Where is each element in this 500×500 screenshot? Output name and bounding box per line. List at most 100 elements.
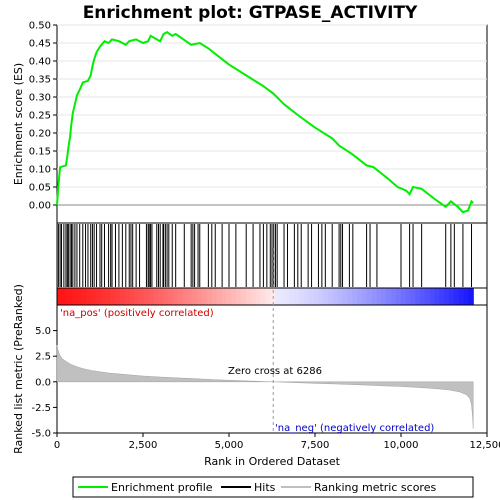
zero-cross-label: Zero cross at 6286 <box>228 366 322 377</box>
color-bar-segment <box>415 288 421 305</box>
color-bar-segment <box>303 288 310 305</box>
x-tick-label: 12,500 <box>470 440 500 451</box>
color-bar-segment <box>468 288 474 305</box>
metric-y-axis-label: Ranked list metric (PreRanked) <box>12 284 25 454</box>
color-bar-segment <box>153 288 160 305</box>
metric-y-tick-label: -2.5 <box>31 403 51 414</box>
metric-y-tick-label: 2.5 <box>35 352 51 363</box>
color-bar-segment <box>207 288 213 305</box>
color-bar-segment <box>129 288 136 305</box>
color-bar-segment <box>352 288 358 305</box>
color-bar-segment <box>381 288 387 305</box>
color-bar-segment <box>250 288 257 305</box>
color-bar-segment <box>260 288 266 305</box>
color-bar-segment <box>284 288 290 305</box>
color-bar-segment <box>361 288 368 305</box>
metric-y-tick-label: -5.0 <box>31 429 51 440</box>
ranking-metric-area <box>56 344 474 429</box>
color-bar-segment <box>395 288 402 305</box>
color-bar-segment <box>444 288 450 305</box>
metric-panel-frame <box>56 304 488 434</box>
color-bar-segment <box>299 288 305 305</box>
color-bar-segment <box>265 288 271 305</box>
rank-color-bar <box>57 288 474 305</box>
color-bar-segment <box>342 288 348 305</box>
color-bar-segment <box>178 288 184 305</box>
x-axis: 0 2,500 5,000 7,500 10,000 12,500 <box>54 433 500 451</box>
es-y-tick-label: 0.45 <box>29 39 51 50</box>
color-bar-segment <box>434 288 440 305</box>
es-y-axis-label: Enrichment score (ES) <box>12 63 25 185</box>
color-bar-segment <box>57 288 63 305</box>
color-bar-segment <box>289 288 295 305</box>
color-bar-segment <box>115 288 121 305</box>
color-bar-segment <box>148 288 155 305</box>
es-y-tick-label: 0.25 <box>29 111 51 122</box>
color-bar-segment <box>168 288 174 305</box>
es-y-tick-label: 0.00 <box>29 201 51 212</box>
color-bar-segment <box>240 288 247 305</box>
es-y-tick-label: 0.20 <box>29 129 51 140</box>
color-bar-segment <box>124 288 131 305</box>
x-tick-label: 0 <box>54 440 60 451</box>
color-bar-segment <box>410 288 416 305</box>
color-bar-segment <box>429 288 436 305</box>
color-bar-segment <box>71 288 77 305</box>
color-bar-segment <box>390 288 397 305</box>
es-y-tick-label: 0.05 <box>29 183 51 194</box>
color-bar-segment <box>366 288 373 305</box>
color-bar-segment <box>86 288 92 305</box>
legend-label-enrichment-profile: Enrichment profile <box>111 481 213 494</box>
color-bar-segment <box>269 288 276 305</box>
x-axis-label: Rank in Ordered Dataset <box>204 455 341 468</box>
color-bar-segment <box>81 288 87 305</box>
es-y-tick-label: 0.35 <box>29 75 51 86</box>
color-bar-segment <box>163 288 169 305</box>
color-bar-segment <box>134 288 140 305</box>
color-bar-segment <box>347 288 353 305</box>
legend-label-ranking-metric: Ranking metric scores <box>314 481 436 494</box>
hits-markers <box>57 224 473 287</box>
metric-y-axis: -5.0 -2.5 0.0 2.5 5.0 <box>31 326 57 440</box>
color-bar-segment <box>386 288 392 305</box>
color-bar-segment <box>313 288 319 305</box>
metric-y-tick-label: 5.0 <box>35 326 51 337</box>
es-panel-frame <box>56 24 488 224</box>
color-bar-segment <box>236 288 242 305</box>
es-y-tick-label: 0.50 <box>29 21 51 32</box>
x-tick-label: 7,500 <box>301 440 330 451</box>
color-bar-segment <box>449 288 455 305</box>
color-bar-segment <box>405 288 411 305</box>
color-bar-segment <box>439 288 445 305</box>
neg-correlated-label: 'na_neg' (negatively correlated) <box>275 423 434 434</box>
color-bar-segment <box>357 288 363 305</box>
color-bar-segment <box>226 288 232 305</box>
legend-label-hits: Hits <box>254 481 276 494</box>
color-bar-segment <box>61 288 68 305</box>
color-bar-segment <box>274 288 281 305</box>
color-bar-segment <box>371 288 378 305</box>
color-bar-segment <box>105 288 111 305</box>
color-bar-segment <box>216 288 223 305</box>
color-bar-segment <box>202 288 208 305</box>
es-y-tick-label: 0.40 <box>29 57 51 68</box>
es-y-axis: 0.00 0.05 0.10 0.15 0.20 0.25 0.30 0.35 0.40 0.45… <box>29 21 57 212</box>
metric-y-tick-label: 0.0 <box>35 377 51 388</box>
color-bar-segment <box>187 288 194 305</box>
color-bar-segment <box>182 288 189 305</box>
x-tick-label: 10,000 <box>384 440 419 451</box>
color-bar-segment <box>90 288 97 305</box>
color-bar-segment <box>231 288 237 305</box>
color-bar-segment <box>420 288 426 305</box>
color-bar-segment <box>308 288 315 305</box>
color-bar-segment <box>197 288 203 305</box>
es-y-tick-label: 0.15 <box>29 147 51 158</box>
color-bar-segment <box>328 288 334 305</box>
color-bar-segment <box>458 288 465 305</box>
chart-title: Enrichment plot: GTPASE_ACTIVITY <box>83 3 418 23</box>
x-tick-label: 5,000 <box>215 440 244 451</box>
color-bar-segment <box>158 288 165 305</box>
color-bar-segment <box>453 288 460 305</box>
